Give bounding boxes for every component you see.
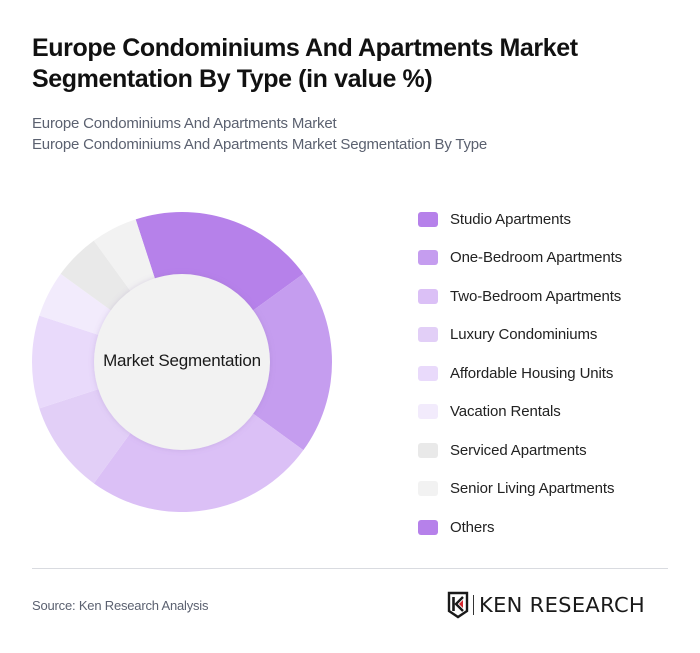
chart-subtitle: Europe Condominiums And Apartments Marke… <box>32 113 652 155</box>
legend-item[interactable]: Studio Apartments <box>418 200 622 239</box>
legend-swatch <box>418 481 438 497</box>
legend-label: Two-Bedroom Apartments <box>450 287 622 305</box>
legend-label: Luxury Condominiums <box>450 326 598 344</box>
legend-swatch <box>418 211 438 227</box>
legend-label: Serviced Apartments <box>450 441 587 459</box>
legend-item[interactable]: Vacation Rentals <box>418 393 622 432</box>
legend-swatch <box>418 404 438 420</box>
footer-divider <box>32 568 668 569</box>
donut-chart <box>32 212 332 512</box>
chart-title: Europe Condominiums And Apartments Marke… <box>32 34 578 93</box>
legend-item[interactable]: Luxury Condominiums <box>418 316 622 355</box>
legend-swatch <box>418 442 438 458</box>
ken-research-logo-icon <box>447 591 469 619</box>
source-note: Source: Ken Research Analysis <box>32 598 209 613</box>
legend-label: One-Bedroom Apartments <box>450 249 623 267</box>
legend-item[interactable]: Others <box>418 508 622 547</box>
ken-research-logo: KEN RESEARCH <box>447 591 645 619</box>
logo-separator <box>473 595 474 615</box>
legend-swatch <box>418 519 438 535</box>
legend-swatch <box>418 250 438 266</box>
legend-item[interactable]: Affordable Housing Units <box>418 354 622 393</box>
legend-swatch <box>418 327 438 343</box>
subtitle-line-2: Europe Condominiums And Apartments Marke… <box>32 136 488 153</box>
subtitle-line-1: Europe Condominiums And Apartments Marke… <box>32 115 337 132</box>
chart-area: Market Segmentation Studio Apartments One… <box>0 190 700 540</box>
ken-research-logo-text: KEN RESEARCH <box>479 593 646 617</box>
legend-item[interactable]: Two-Bedroom Apartments <box>418 277 622 316</box>
legend-item[interactable]: Senior Living Apartments <box>418 470 622 509</box>
legend-swatch <box>418 288 438 304</box>
legend-label: Affordable Housing Units <box>450 364 614 382</box>
legend-label: Others <box>450 518 495 536</box>
legend-item[interactable]: Serviced Apartments <box>418 431 622 470</box>
legend-label: Vacation Rentals <box>450 403 561 421</box>
legend-item[interactable]: One-Bedroom Apartments <box>418 239 622 278</box>
chart-legend: Studio Apartments One-Bedroom Apartments T… <box>418 200 622 547</box>
legend-swatch <box>418 365 438 381</box>
legend-label: Studio Apartments <box>450 210 571 228</box>
donut-center-circle <box>94 274 270 450</box>
legend-label: Senior Living Apartments <box>450 480 615 498</box>
donut-center-label: Market Segmentation <box>103 351 261 370</box>
